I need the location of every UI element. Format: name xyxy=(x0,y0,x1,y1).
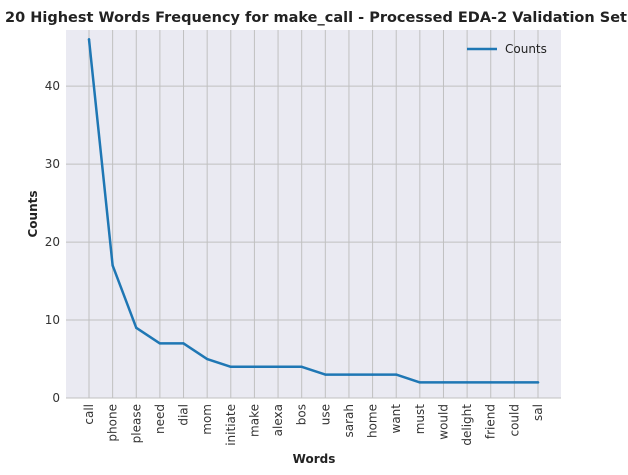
data-point xyxy=(442,381,445,384)
data-point xyxy=(182,342,185,345)
data-point xyxy=(536,381,540,384)
x-tick-label: please xyxy=(129,404,143,443)
x-tick-label: need xyxy=(153,404,167,434)
data-point xyxy=(465,381,469,384)
x-tick-label: home xyxy=(366,404,380,438)
y-tick-label: 0 xyxy=(52,391,60,405)
data-point xyxy=(111,264,114,267)
grid xyxy=(66,30,561,399)
data-point xyxy=(253,365,256,369)
x-tick-label: sarah xyxy=(342,404,356,438)
data-point xyxy=(418,381,422,384)
x-tick-label: must xyxy=(413,404,427,435)
series-layer xyxy=(87,38,540,384)
y-tick-label: 20 xyxy=(45,235,60,249)
x-tick-label: initiate xyxy=(224,404,238,446)
chart-title: 20 Highest Words Frequency for make_call… xyxy=(5,10,627,26)
data-point xyxy=(276,365,280,369)
data-point xyxy=(347,373,351,376)
x-axis-label: Words xyxy=(293,452,336,466)
x-tick-label: sal xyxy=(531,404,545,421)
x-tick-label: could xyxy=(507,404,521,437)
y-tick-label: 10 xyxy=(45,313,60,327)
data-point xyxy=(489,381,492,384)
data-point xyxy=(135,326,138,330)
data-point xyxy=(205,357,209,361)
x-tick-label: friend xyxy=(484,404,498,439)
x-tick-label: want xyxy=(389,404,403,434)
x-tick-label: delight xyxy=(460,404,474,446)
x-tick-label: make xyxy=(247,404,261,437)
data-point xyxy=(324,373,327,376)
x-tick-labels: call phone please need dial mom initiate make al… xyxy=(82,404,545,446)
legend: Counts xyxy=(467,42,547,56)
y-tick-labels: 0 10 20 30 40 xyxy=(45,79,60,405)
data-point xyxy=(371,373,374,376)
data-point xyxy=(158,342,162,345)
x-tick-label: mom xyxy=(200,404,214,435)
x-tick-label: phone xyxy=(106,404,120,442)
y-tick-label: 40 xyxy=(45,79,60,93)
data-point xyxy=(87,38,91,41)
x-tick-label: would xyxy=(436,404,450,440)
data-point xyxy=(395,373,398,376)
series-line-counts xyxy=(87,38,540,384)
y-axis-label: Counts xyxy=(26,190,40,237)
legend-label-counts: Counts xyxy=(505,42,547,56)
plot-area xyxy=(66,30,561,398)
y-tick-label: 30 xyxy=(45,157,60,171)
x-tick-label: bos xyxy=(295,404,309,425)
data-point xyxy=(513,381,516,384)
x-tick-label: call xyxy=(82,404,96,425)
x-tick-label: use xyxy=(318,404,332,425)
data-point xyxy=(229,365,232,369)
data-point xyxy=(300,365,303,369)
x-tick-label: dial xyxy=(177,404,191,426)
x-tick-label: alexa xyxy=(271,404,285,436)
